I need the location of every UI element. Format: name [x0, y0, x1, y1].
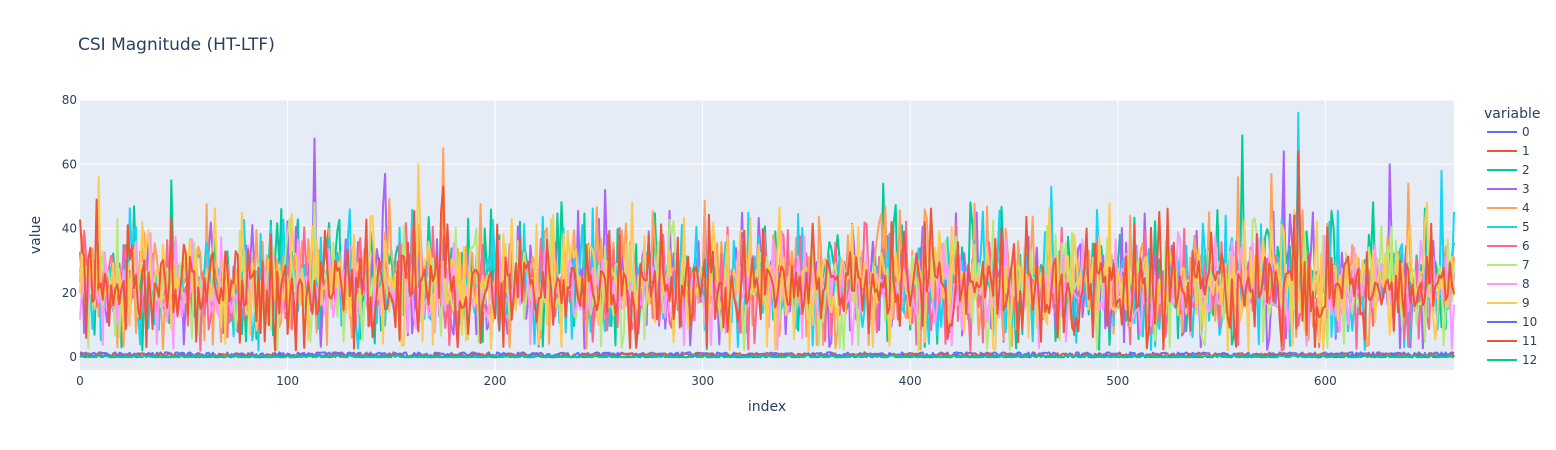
traces [79, 111, 1455, 359]
legend-title: variable [1484, 106, 1540, 122]
legend-label: 2 [1522, 163, 1530, 177]
legend-item-5[interactable]: 5 [1487, 220, 1530, 234]
x-tick-label: 500 [1106, 374, 1129, 388]
x-tick-label: 100 [276, 374, 299, 388]
x-tick-label: 200 [484, 374, 507, 388]
legend-item-7[interactable]: 7 [1487, 258, 1530, 272]
y-axis-ticks: 0 20 40 60 80 [62, 93, 77, 364]
y-tick-label: 0 [69, 350, 77, 364]
series-line-9 [79, 163, 1455, 352]
legend-label: 11 [1522, 334, 1537, 348]
y-axis-title: value [28, 216, 44, 254]
legend-label: 0 [1522, 125, 1530, 139]
legend-label: 7 [1522, 258, 1530, 272]
legend-item-6[interactable]: 6 [1487, 239, 1530, 253]
legend-label: 12 [1522, 353, 1537, 367]
x-tick-label: 0 [76, 374, 84, 388]
legend-label: 6 [1522, 239, 1530, 253]
series-line-12 [79, 354, 1454, 359]
legend-label: 4 [1522, 201, 1530, 215]
legend-item-3[interactable]: 3 [1487, 182, 1530, 196]
legend-item-10[interactable]: 10 [1487, 315, 1537, 329]
x-axis-ticks: 0 100 200 300 400 500 600 [76, 374, 1337, 388]
legend-item-2[interactable]: 2 [1487, 163, 1530, 177]
x-tick-label: 300 [691, 374, 714, 388]
x-axis-title: index [748, 399, 786, 415]
legend-label: 8 [1522, 277, 1530, 291]
legend-label: 5 [1522, 220, 1530, 234]
legend-item-1[interactable]: 1 [1487, 144, 1530, 158]
chart-title: CSI Magnitude (HT-LTF) [78, 35, 275, 55]
legend-item-9[interactable]: 9 [1487, 296, 1530, 310]
legend-label: 1 [1522, 144, 1530, 158]
y-tick-label: 80 [62, 93, 77, 107]
legend-label: 9 [1522, 296, 1530, 310]
legend-label: 3 [1522, 182, 1530, 196]
x-tick-label: 400 [899, 374, 922, 388]
legend-item-4[interactable]: 4 [1487, 201, 1530, 215]
legend-item-8[interactable]: 8 [1487, 277, 1530, 291]
legend-item-11[interactable]: 11 [1487, 334, 1537, 348]
legend-label: 10 [1522, 315, 1537, 329]
y-tick-label: 40 [62, 222, 77, 236]
legend-item-0[interactable]: 0 [1487, 125, 1530, 139]
y-tick-label: 20 [62, 286, 77, 300]
legend-item-12[interactable]: 12 [1487, 353, 1537, 367]
series-line-11 [79, 150, 1455, 352]
y-tick-label: 60 [62, 157, 77, 171]
x-tick-label: 600 [1314, 374, 1337, 388]
